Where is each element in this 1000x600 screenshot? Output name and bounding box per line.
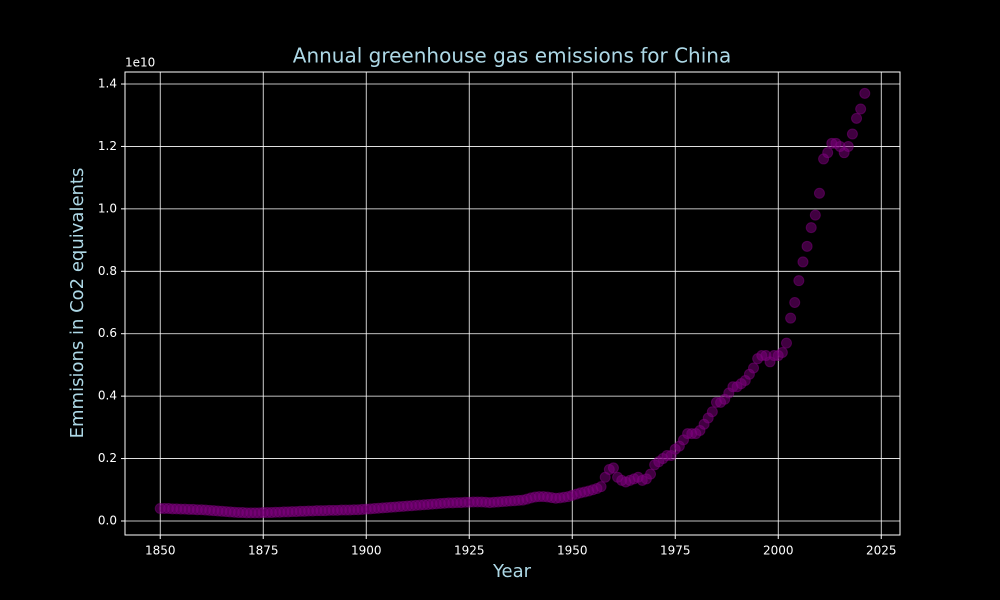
- point: [789, 297, 801, 309]
- x-tick-label: 1850: [145, 544, 176, 558]
- point: [645, 468, 657, 480]
- point: [813, 187, 825, 199]
- x-tick-label: 1925: [454, 544, 485, 558]
- x-tick-label: 1875: [248, 544, 279, 558]
- y-tick-label: 0.2: [98, 451, 117, 465]
- x-tick-label: 2000: [763, 544, 794, 558]
- point: [846, 128, 858, 140]
- point: [801, 240, 813, 252]
- point: [805, 222, 817, 234]
- x-tick-label: 2025: [866, 544, 897, 558]
- plot-frame: [124, 71, 901, 536]
- chart-title: Annual greenhouse gas emissions for Chin…: [293, 44, 731, 68]
- point: [842, 140, 854, 152]
- y-offset-label: 1e10: [125, 56, 155, 70]
- point: [776, 346, 788, 358]
- point: [809, 209, 821, 221]
- point: [595, 481, 607, 493]
- y-tick-label: 1.4: [98, 77, 117, 91]
- point: [785, 312, 797, 324]
- point: [855, 103, 867, 115]
- point: [822, 147, 834, 159]
- point: [607, 462, 619, 474]
- x-tick-label: 1975: [660, 544, 691, 558]
- y-axis-label: Emmisions in Co2 equivalents: [67, 168, 88, 439]
- point: [780, 337, 792, 349]
- x-axis-label: Year: [492, 561, 532, 582]
- point: [851, 112, 863, 124]
- point: [748, 362, 760, 374]
- y-tick-label: 0.4: [98, 389, 117, 403]
- x-tick-label: 1900: [351, 544, 382, 558]
- y-tick-label: 0.6: [98, 326, 117, 340]
- y-tick-label: 1.2: [98, 139, 117, 153]
- y-tick-label: 0.0: [98, 513, 117, 527]
- point: [706, 406, 718, 418]
- point: [797, 256, 809, 268]
- x-tick-label: 1950: [557, 544, 588, 558]
- y-tick-label: 1.0: [98, 201, 117, 215]
- point: [793, 275, 805, 287]
- point: [859, 87, 871, 99]
- y-tick-label: 0.8: [98, 264, 117, 278]
